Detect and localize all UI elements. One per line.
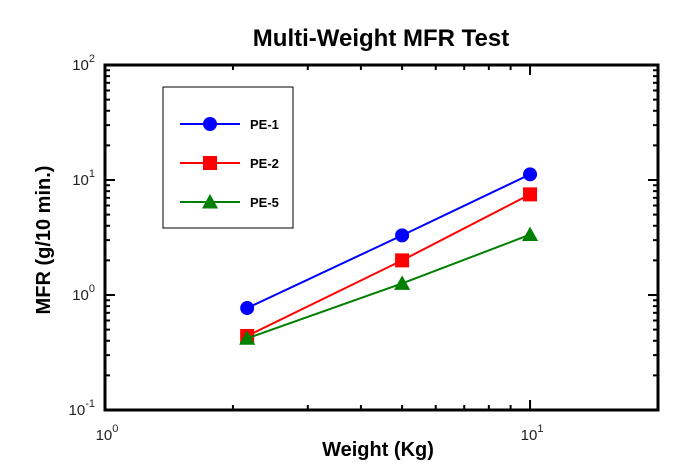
y-tick-label: 102 bbox=[72, 53, 95, 74]
legend-marker bbox=[203, 117, 217, 131]
y-tick-label-base: 10 bbox=[69, 402, 86, 419]
data-point-pe-5 bbox=[239, 330, 256, 345]
y-tick-label-base: 10 bbox=[72, 287, 89, 304]
legend: PE-1 PE-2 PE-5 bbox=[162, 86, 294, 229]
legend-item-pe-2: PE-2 bbox=[180, 156, 279, 171]
series-pe-2 bbox=[240, 187, 538, 344]
legend-item-pe-5: PE-5 bbox=[180, 193, 279, 210]
x-tick-label-base: 10 bbox=[521, 427, 538, 444]
y-tick-label: 100 bbox=[72, 283, 95, 304]
y-tick-label-exponent: 0 bbox=[89, 283, 95, 295]
axis-ticks bbox=[104, 65, 659, 411]
legend-box bbox=[162, 86, 294, 229]
plot-area-frame bbox=[103, 63, 660, 412]
x-axis-label: Weight (Kg) bbox=[322, 439, 434, 461]
y-tick-label-exponent: 2 bbox=[89, 53, 95, 65]
series-layer bbox=[239, 167, 539, 345]
y-tick-label-exponent: -1 bbox=[85, 398, 95, 410]
x-tick-label: 101 bbox=[521, 423, 544, 444]
data-point-pe-2 bbox=[523, 187, 538, 202]
data-point-pe-5 bbox=[394, 275, 411, 290]
legend-marker bbox=[203, 156, 217, 170]
y-axis-label: MFR (g/10 min.) bbox=[33, 166, 55, 315]
y-tick-label: 101 bbox=[72, 168, 95, 189]
y-tick-label: 10-1 bbox=[69, 398, 95, 419]
legend-label: PE-2 bbox=[250, 156, 279, 171]
x-tick-label-exponent: 0 bbox=[112, 423, 118, 435]
data-point-pe-1 bbox=[240, 301, 255, 316]
legend-marker bbox=[201, 193, 219, 209]
series-line-pe-5 bbox=[246, 233, 531, 340]
data-point-pe-1 bbox=[523, 167, 538, 182]
legend-label: PE-1 bbox=[250, 117, 279, 132]
legend-item-pe-1: PE-1 bbox=[180, 117, 279, 132]
y-tick-label-exponent: 1 bbox=[89, 168, 95, 180]
x-tick-label: 100 bbox=[96, 423, 119, 444]
series-pe-5 bbox=[239, 226, 539, 345]
chart-title: Multi-Weight MFR Test bbox=[253, 25, 509, 52]
data-point-pe-5 bbox=[521, 226, 539, 242]
legend-items: PE-1 PE-2 PE-5 bbox=[180, 117, 279, 210]
y-tick-label-base: 10 bbox=[72, 172, 89, 189]
x-tick-label-base: 10 bbox=[96, 427, 113, 444]
series-pe-1 bbox=[240, 167, 538, 316]
y-tick-label-base: 10 bbox=[72, 57, 89, 74]
legend-label: PE-5 bbox=[250, 195, 279, 210]
data-point-pe-2 bbox=[395, 253, 410, 268]
x-tick-label-exponent: 1 bbox=[537, 423, 543, 435]
data-point-pe-1 bbox=[395, 228, 410, 243]
